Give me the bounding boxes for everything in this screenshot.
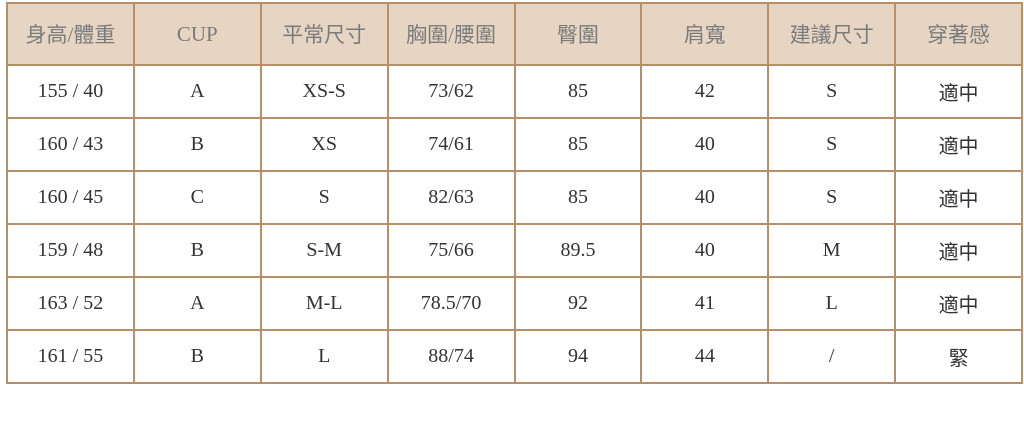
table-cell: 適中 [894, 223, 1023, 278]
table-cell: L [767, 276, 897, 331]
column-header: 平常尺寸 [259, 2, 389, 66]
table-cell: L [259, 329, 389, 384]
table-row: 159 / 48 B S-M 75/66 89.5 40 M 適中 [6, 223, 1023, 278]
table-cell: 89.5 [513, 223, 643, 278]
table-cell: 92 [513, 276, 643, 331]
header-row: 身高/體重 CUP 平常尺寸 胸圍/腰圍 臀圍 肩寬 建議尺寸 穿著感 [6, 2, 1023, 66]
table-cell: 適中 [894, 276, 1023, 331]
table-cell: 82/63 [386, 170, 516, 225]
table-cell: 94 [513, 329, 643, 384]
table-row: 161 / 55 B L 88/74 94 44/緊 [6, 329, 1023, 384]
table-row: 163 / 52 A M-L 78.5/70 92 41 L 適中 [6, 276, 1023, 331]
table-cell: S [259, 170, 389, 225]
table-cell: 40 [640, 170, 770, 225]
table-cell: XS [259, 117, 389, 172]
table-cell: M [767, 223, 897, 278]
table-cell: S [767, 64, 897, 119]
table-cell: 85 [513, 117, 643, 172]
table-cell: 75/66 [386, 223, 516, 278]
table-row: 160 / 43 B XS 74/61 85 40 S 適中 [6, 117, 1023, 172]
table-cell: 163 / 52 [6, 276, 135, 331]
table-cell: M-L [259, 276, 389, 331]
table-cell: 42 [640, 64, 770, 119]
table-cell: 85 [513, 170, 643, 225]
column-header: 建議尺寸 [767, 2, 897, 66]
size-table: 身高/體重 CUP 平常尺寸 胸圍/腰圍 臀圍 肩寬 建議尺寸 穿著感 155 / 40 A XS… [6, 2, 1023, 384]
table-cell: 85 [513, 64, 643, 119]
table-cell: 適中 [894, 117, 1023, 172]
column-header: 胸圍/腰圍 [386, 2, 516, 66]
table-cell: B [132, 117, 262, 172]
table-cell: S [767, 170, 897, 225]
table-cell: 155 / 40 [6, 64, 135, 119]
table-cell: 適中 [894, 170, 1023, 225]
table-cell: S-M [259, 223, 389, 278]
table-cell: 78.5/70 [386, 276, 516, 331]
table-row: 155 / 40 A XS-S 73/62 85 42 S 適中 [6, 64, 1023, 119]
column-header: 臀圍 [513, 2, 643, 66]
column-header: 肩寬 [640, 2, 770, 66]
table-cell: 73/62 [386, 64, 516, 119]
table-cell: XS-S [259, 64, 389, 119]
table-cell: 44 [640, 329, 770, 384]
column-header: CUP [132, 2, 262, 66]
table-cell: B [132, 223, 262, 278]
column-header: 穿著感 [894, 2, 1023, 66]
table-cell: 40 [640, 223, 770, 278]
table-cell: 40 [640, 117, 770, 172]
table-cell: B [132, 329, 262, 384]
column-header: 身高/體重 [6, 2, 135, 66]
table-cell: 適中 [894, 64, 1023, 119]
table-cell: A [132, 276, 262, 331]
table-cell: 41 [640, 276, 770, 331]
table-cell: S [767, 117, 897, 172]
table-cell: 緊 [894, 329, 1023, 384]
table-cell: / [767, 329, 897, 384]
table-row: 160 / 45 C S 82/63 85 40 S 適中 [6, 170, 1023, 225]
table-cell: 159 / 48 [6, 223, 135, 278]
table-cell: 160 / 45 [6, 170, 135, 225]
table-cell: 88/74 [386, 329, 516, 384]
table-cell: 160 / 43 [6, 117, 135, 172]
table-cell: 161 / 55 [6, 329, 135, 384]
table-cell: A [132, 64, 262, 119]
table-cell: C [132, 170, 262, 225]
table-cell: 74/61 [386, 117, 516, 172]
